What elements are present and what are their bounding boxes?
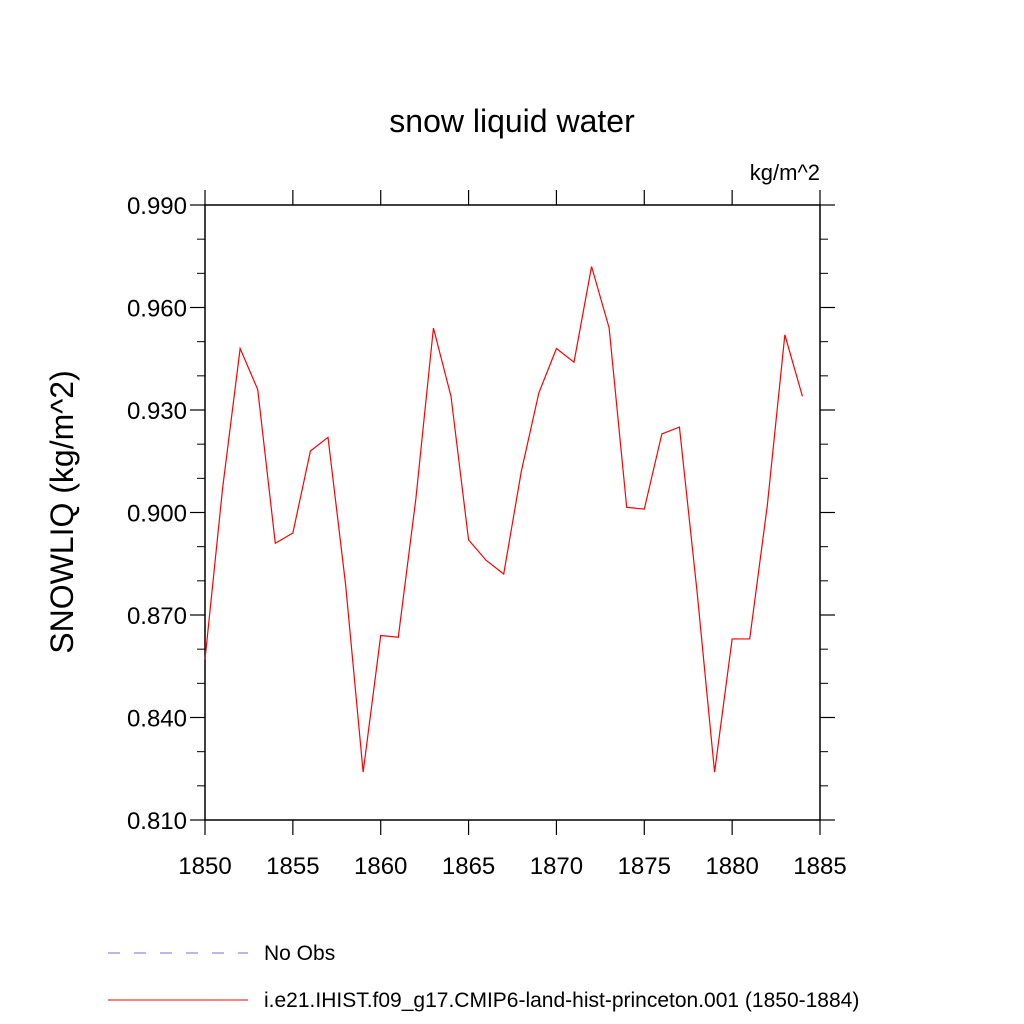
- series-line: [204, 266, 804, 773]
- x-tick-label: 1870: [530, 853, 583, 880]
- x-tick-label: 1850: [178, 853, 231, 880]
- units-label: kg/m^2: [750, 160, 820, 185]
- x-axis: 1850 1855 1860 1865 1870 1875 1880 1885: [178, 190, 847, 880]
- y-tick-label: 0.960: [127, 296, 187, 323]
- legend: No Obs i.e21.IHIST.f09_g17.CMIP6-land-hi…: [108, 942, 859, 1012]
- y-tick-label: 0.930: [127, 398, 187, 425]
- x-tick-label: 1885: [793, 853, 846, 880]
- y-tick-label: 0.990: [127, 193, 187, 220]
- legend-label-series: i.e21.IHIST.f09_g17.CMIP6-land-hist-prin…: [264, 989, 859, 1012]
- x-tick-label: 1855: [266, 853, 319, 880]
- y-tick-label: 0.900: [127, 501, 187, 528]
- legend-label-no-obs: No Obs: [264, 942, 335, 965]
- series-layer: [204, 266, 804, 773]
- y-axis: 0.810 0.840 0.870 0.900 0.930 0.960 0.990: [127, 193, 835, 835]
- y-tick-label: 0.840: [127, 706, 187, 733]
- y-axis-label: SNOWLIQ (kg/m^2): [44, 370, 80, 653]
- x-tick-label: 1860: [354, 853, 407, 880]
- y-tick-label: 0.810: [127, 808, 187, 835]
- x-tick-label: 1865: [442, 853, 495, 880]
- x-tick-label: 1875: [618, 853, 671, 880]
- y-tick-label: 0.870: [127, 603, 187, 630]
- x-tick-label: 1880: [705, 853, 758, 880]
- chart-title: snow liquid water: [389, 103, 635, 139]
